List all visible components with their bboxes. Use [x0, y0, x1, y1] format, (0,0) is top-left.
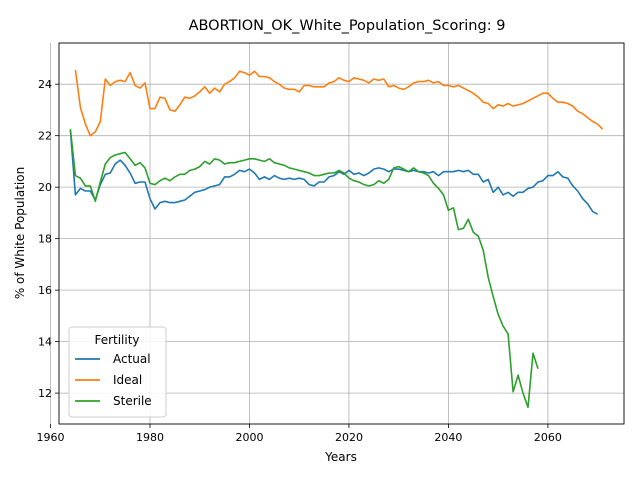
series-line-sterile — [69, 129, 539, 409]
x-tick-label: 2000 — [235, 431, 263, 444]
series-line-actual — [69, 130, 598, 215]
series-lines — [69, 69, 604, 409]
plot-frame — [58, 42, 625, 425]
legend-label-actual: Actual — [113, 352, 151, 366]
legend-entries: Actual Ideal Sterile — [75, 352, 152, 408]
y-tick-label: 12 — [38, 387, 52, 400]
x-axis-ticks: 1960 1980 2000 2020 2040 2060 — [37, 424, 562, 444]
y-tick-label: 24 — [38, 78, 52, 91]
x-tick-label: 2020 — [335, 431, 363, 444]
x-axis-label: Years — [324, 450, 357, 464]
y-tick-label: 14 — [38, 336, 52, 349]
y-tick-label: 20 — [38, 181, 52, 194]
chart-title: ABORTION_OK_White_Population_Scoring: 9 — [189, 18, 506, 34]
legend-label-ideal: Ideal — [113, 373, 142, 387]
x-tick-label: 2060 — [534, 431, 562, 444]
legend-box — [68, 326, 167, 418]
y-axis-label: % of White Population — [13, 167, 27, 299]
x-tick-label: 1980 — [136, 431, 164, 444]
legend-label-sterile: Sterile — [113, 394, 152, 408]
y-axis-ticks: 12 14 16 18 20 22 24 — [38, 78, 59, 400]
y-tick-label: 16 — [38, 284, 52, 297]
x-tick-label: 1960 — [37, 431, 65, 444]
y-tick-label: 18 — [38, 233, 52, 246]
x-tick-label: 2040 — [434, 431, 462, 444]
y-tick-label: 22 — [38, 130, 52, 143]
legend-title: Fertility — [94, 333, 139, 347]
series-line-ideal — [74, 69, 604, 137]
legend: Fertility Actual Ideal Sterile — [68, 326, 167, 418]
